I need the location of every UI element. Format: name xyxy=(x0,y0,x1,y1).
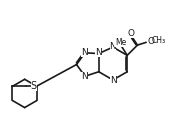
Text: O: O xyxy=(128,29,135,38)
Text: N: N xyxy=(110,76,117,85)
Text: S: S xyxy=(31,81,37,91)
Text: Me: Me xyxy=(115,38,126,47)
Text: N: N xyxy=(81,48,88,57)
Text: N: N xyxy=(81,72,88,81)
Text: N: N xyxy=(110,42,116,51)
Text: O: O xyxy=(148,37,155,46)
Text: CH₃: CH₃ xyxy=(151,36,165,45)
Text: N: N xyxy=(95,48,102,57)
